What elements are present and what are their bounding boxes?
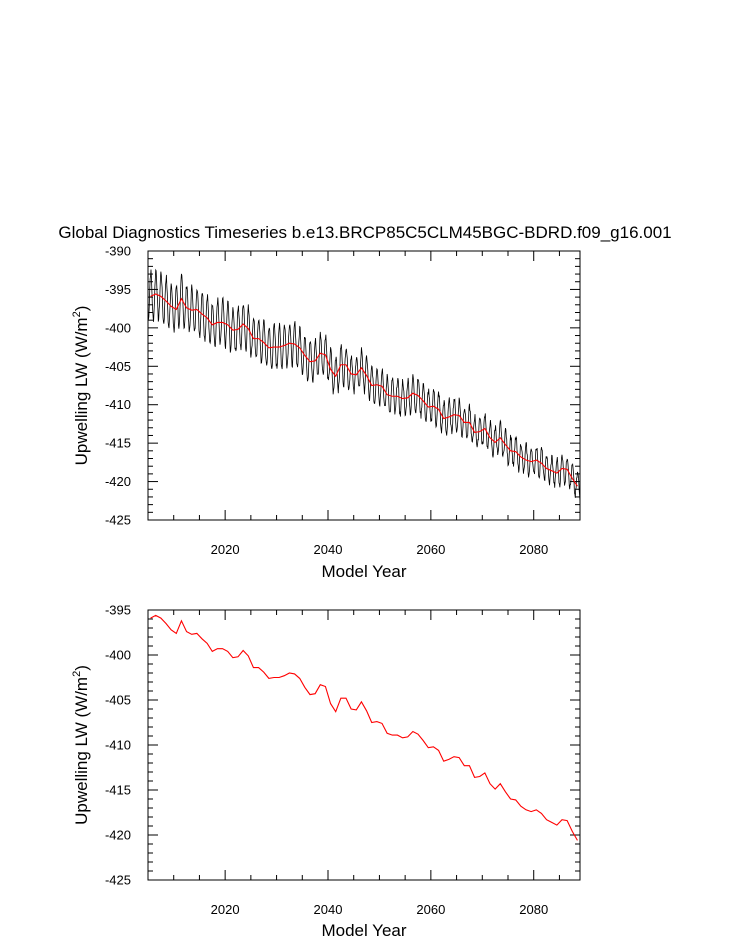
y-tick-label: -400 [105, 320, 131, 335]
top-plot-y-axis-title: Upwelling LW (W/m2) [71, 306, 91, 466]
bottom-plot-x-axis-title: Model Year [321, 921, 406, 940]
bottom-plot-y-axis-title-sup: 2 [71, 671, 83, 677]
bottom-plot-frame [147, 609, 581, 881]
y-tick-label: -415 [105, 783, 131, 798]
y-tick-label: -390 [105, 244, 131, 259]
monthly-series-line [148, 268, 580, 503]
bottom-plot: 2020 2040 2060 2080 -395 -400 -405 -410 -415 -42… [71, 603, 581, 940]
top-plot-y-axis-title-sup: 2 [71, 311, 83, 317]
plot-series-group [148, 268, 580, 503]
y-tick-label: -425 [105, 513, 131, 528]
bottom-plot-y-axis-title-tail: ) [72, 665, 91, 671]
annual-mean-series-line [150, 614, 578, 841]
y-tick-label: -410 [105, 738, 131, 753]
plot-series-group [150, 614, 578, 841]
y-tick-label: -395 [105, 282, 131, 297]
chart-title: Global Diagnostics Timeseries b.e13.BRCP… [58, 223, 671, 242]
top-plot-x-tick-labels: 2020 2040 2060 2080 [211, 542, 548, 557]
y-tick-label: -420 [105, 474, 131, 489]
top-plot-y-tick-labels: -390 -395 -400 -405 -410 -415 -420 -425 [105, 244, 131, 528]
y-tick-label: -400 [105, 648, 131, 663]
y-tick-label: -425 [105, 873, 131, 888]
top-plot-y-axis-title-tail: ) [72, 306, 91, 312]
y-tick-label: -410 [105, 397, 131, 412]
bottom-plot-series [150, 614, 578, 841]
y-tick-label: -405 [105, 359, 131, 374]
y-tick-label: -405 [105, 693, 131, 708]
bottom-plot-x-tick-labels: 2020 2040 2060 2080 [211, 902, 548, 917]
y-tick-label: -395 [105, 603, 131, 618]
bottom-plot-y-axis-title-base: Upwelling LW (W/m [72, 677, 91, 825]
bottom-plot-y-axis-title: Upwelling LW (W/m2) [71, 665, 91, 825]
x-tick-label: 2060 [416, 902, 445, 917]
x-tick-label: 2040 [314, 902, 343, 917]
y-tick-label: -420 [105, 828, 131, 843]
top-plot: 2020 2040 2060 2080 -390 -395 -400 -405 -410 -41… [71, 244, 581, 581]
bottom-plot-major-ticks [148, 609, 580, 881]
bottom-plot-minor-ticks [147, 610, 580, 880]
top-plot-frame [147, 250, 581, 521]
annual-mean-series-line [150, 293, 578, 487]
x-tick-label: 2020 [211, 902, 240, 917]
x-tick-label: 2060 [416, 542, 445, 557]
y-tick-label: -415 [105, 436, 131, 451]
x-tick-label: 2080 [519, 902, 548, 917]
top-plot-series [148, 268, 580, 503]
x-tick-label: 2080 [519, 542, 548, 557]
bottom-plot-y-tick-labels: -395 -400 -405 -410 -415 -420 -425 [105, 603, 131, 888]
top-plot-x-axis-title: Model Year [321, 562, 406, 581]
top-plot-y-axis-title-base: Upwelling LW (W/m [72, 317, 91, 465]
x-tick-label: 2040 [314, 542, 343, 557]
top-plot-minor-ticks [147, 251, 580, 520]
x-tick-label: 2020 [211, 542, 240, 557]
